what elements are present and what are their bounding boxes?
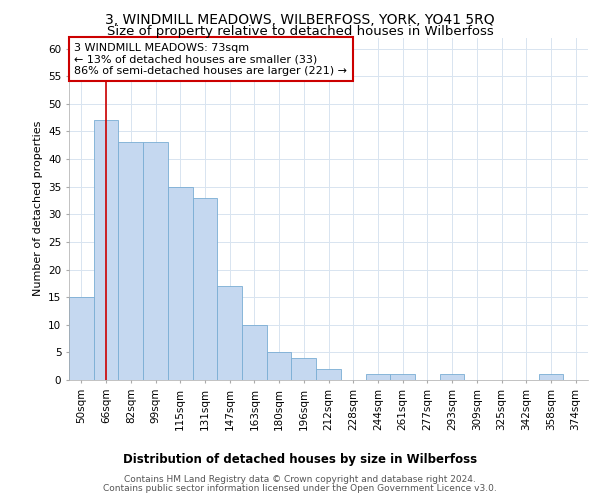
Bar	[292, 358, 316, 380]
Bar	[193, 198, 217, 380]
Bar	[440, 374, 464, 380]
Bar	[217, 286, 242, 380]
Bar	[390, 374, 415, 380]
Text: Contains public sector information licensed under the Open Government Licence v3: Contains public sector information licen…	[103, 484, 497, 493]
Text: 3, WINDMILL MEADOWS, WILBERFOSS, YORK, YO41 5RQ: 3, WINDMILL MEADOWS, WILBERFOSS, YORK, Y…	[105, 12, 495, 26]
Bar	[365, 374, 390, 380]
Text: Distribution of detached houses by size in Wilberfoss: Distribution of detached houses by size …	[123, 452, 477, 466]
Bar	[539, 374, 563, 380]
Bar	[94, 120, 118, 380]
Y-axis label: Number of detached properties: Number of detached properties	[32, 121, 43, 296]
Bar	[143, 142, 168, 380]
Text: 3 WINDMILL MEADOWS: 73sqm
← 13% of detached houses are smaller (33)
86% of semi-: 3 WINDMILL MEADOWS: 73sqm ← 13% of detac…	[74, 42, 347, 76]
Bar	[267, 352, 292, 380]
Bar	[118, 142, 143, 380]
Bar	[316, 369, 341, 380]
Text: Size of property relative to detached houses in Wilberfoss: Size of property relative to detached ho…	[107, 25, 493, 38]
Bar	[242, 325, 267, 380]
Text: Contains HM Land Registry data © Crown copyright and database right 2024.: Contains HM Land Registry data © Crown c…	[124, 475, 476, 484]
Bar	[168, 186, 193, 380]
Bar	[69, 297, 94, 380]
